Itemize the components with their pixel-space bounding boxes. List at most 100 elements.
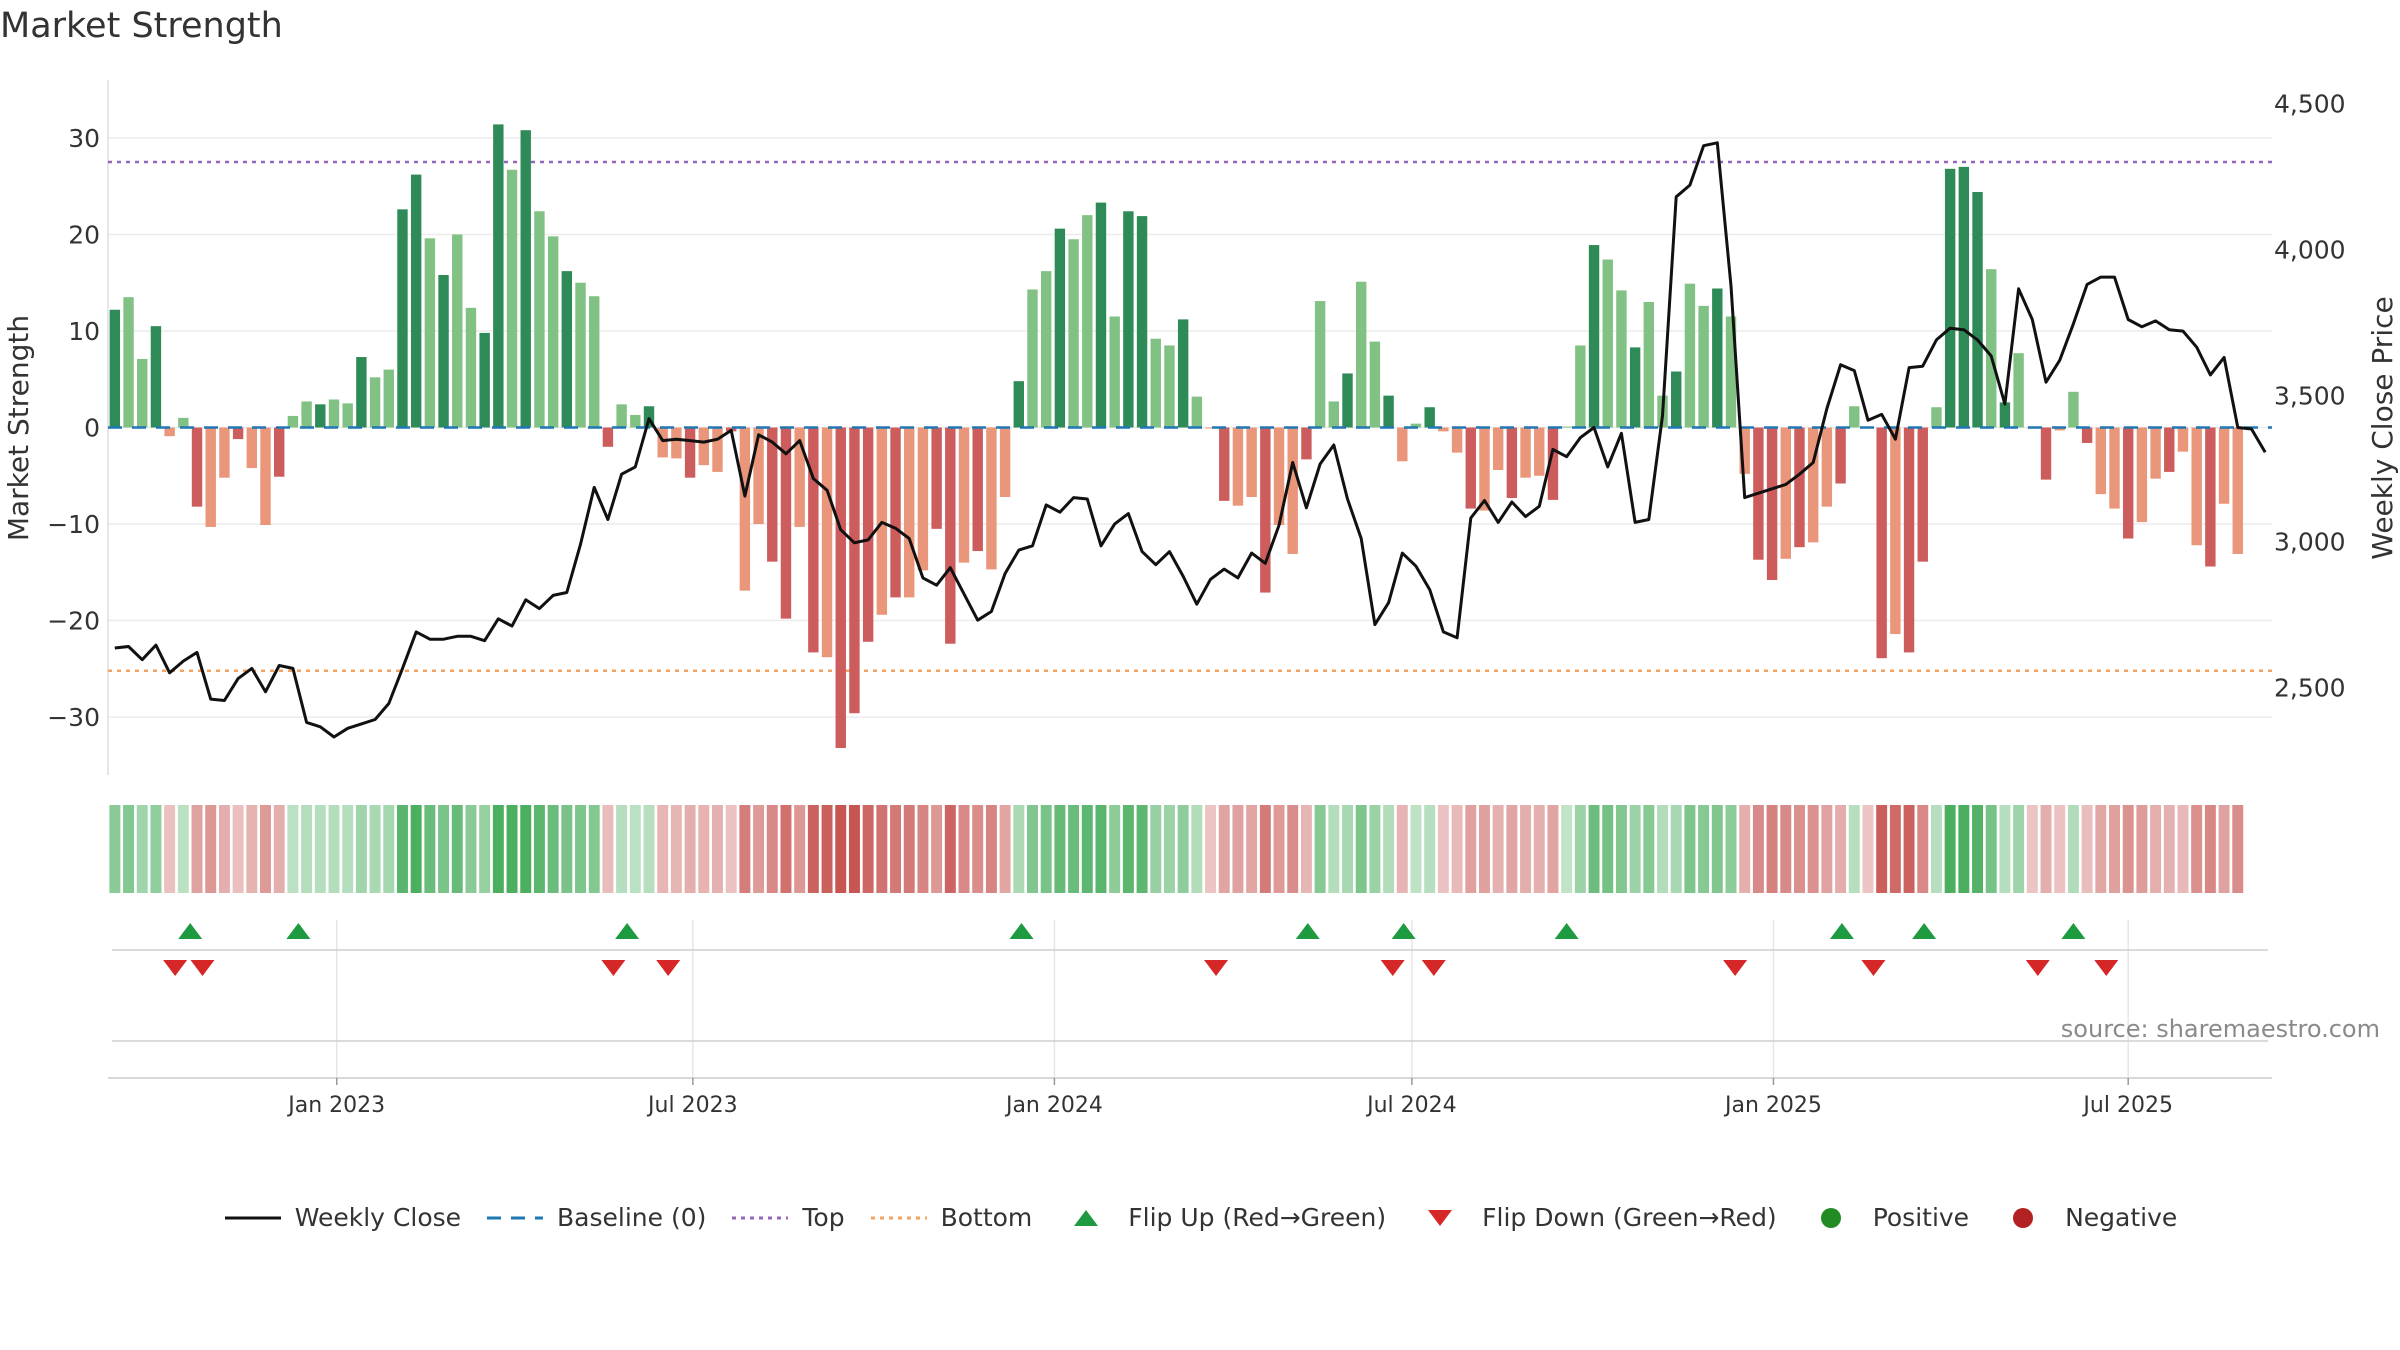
legend-item-positive[interactable]: Positive bbox=[1801, 1203, 1969, 1232]
strip-cell bbox=[410, 805, 422, 893]
y2-tick-label: 4,000 bbox=[2274, 235, 2346, 264]
strip-cell bbox=[1109, 805, 1121, 893]
strength-bar bbox=[1849, 406, 1860, 428]
strip-cell bbox=[1451, 805, 1463, 893]
strength-bar bbox=[2232, 427, 2243, 554]
flip-down-marker bbox=[1861, 960, 1886, 976]
strength-bar bbox=[643, 406, 655, 428]
strength-heat-strip bbox=[109, 805, 2244, 893]
strength-bar bbox=[1205, 427, 1216, 429]
strip-cell bbox=[1520, 805, 1532, 893]
triangle-down-icon bbox=[1428, 1209, 1453, 1226]
strip-cell bbox=[1958, 805, 1970, 893]
strip-cell bbox=[1478, 805, 1490, 893]
strip-cell bbox=[657, 805, 669, 893]
strength-bar bbox=[1479, 427, 1490, 511]
strip-cell bbox=[1383, 805, 1395, 893]
strength-bar bbox=[1219, 427, 1230, 501]
strength-bar bbox=[534, 211, 545, 428]
strip-cell bbox=[260, 805, 271, 893]
legend-item-negative[interactable]: Negative bbox=[1993, 1203, 2177, 1232]
strip-cell bbox=[2204, 805, 2216, 893]
strength-bar bbox=[767, 427, 778, 562]
strength-bar bbox=[1780, 427, 1791, 559]
strength-bar bbox=[109, 309, 121, 428]
legend-item-bottom[interactable]: Bottom bbox=[869, 1203, 1032, 1232]
x-tick-label: Jan 2024 bbox=[1004, 1093, 1103, 1118]
legend-label: Weekly Close bbox=[294, 1203, 462, 1232]
strip-cell bbox=[1972, 805, 1984, 893]
strength-bar bbox=[2177, 427, 2189, 452]
strip-cell bbox=[2026, 805, 2038, 893]
strength-bar bbox=[1246, 427, 1257, 497]
strength-bar bbox=[383, 369, 394, 428]
strip-cell bbox=[314, 805, 326, 893]
legend-label: Flip Up (Red→Green) bbox=[1128, 1203, 1387, 1232]
strip-cell bbox=[451, 805, 463, 893]
strength-bar bbox=[1465, 427, 1476, 509]
strength-bar bbox=[684, 427, 696, 478]
strip-cell bbox=[218, 805, 230, 893]
strength-bar bbox=[1671, 371, 1682, 428]
strip-cell bbox=[1698, 805, 1710, 893]
strip-cell bbox=[1177, 805, 1189, 893]
legend-item-top[interactable]: Top bbox=[730, 1203, 845, 1232]
flip-up-marker bbox=[2061, 923, 2086, 939]
legend-item-flip-up[interactable]: Flip Up (Red→Green) bbox=[1056, 1203, 1386, 1232]
strength-bar bbox=[2109, 427, 2120, 509]
strip-cell bbox=[794, 805, 806, 893]
strength-bar bbox=[794, 427, 805, 527]
strength-bar bbox=[369, 377, 381, 428]
y-tick-label: −20 bbox=[47, 607, 100, 636]
strip-cell bbox=[2122, 805, 2134, 893]
strength-bar bbox=[465, 307, 477, 428]
strength-bar bbox=[452, 234, 463, 428]
triangle-up-icon bbox=[1074, 1209, 1099, 1226]
strength-bar bbox=[123, 297, 134, 428]
strength-bar bbox=[1040, 271, 1052, 428]
strength-bar bbox=[1082, 215, 1093, 428]
strength-bar bbox=[547, 236, 559, 428]
strength-bar bbox=[1602, 259, 1613, 428]
strength-bar bbox=[191, 427, 203, 507]
strip-cell bbox=[1068, 805, 1080, 893]
strength-bar bbox=[1547, 427, 1559, 500]
strength-bar bbox=[2054, 427, 2065, 431]
flip-down-marker bbox=[163, 960, 188, 976]
strip-cell bbox=[903, 805, 915, 893]
strip-cell bbox=[1629, 805, 1641, 893]
strip-cell bbox=[547, 805, 559, 893]
strip-cell bbox=[1506, 805, 1518, 893]
x-tick-label: Jan 2025 bbox=[1723, 1093, 1822, 1118]
strength-bar bbox=[520, 130, 531, 428]
strength-bar bbox=[1177, 319, 1189, 428]
strip-cell bbox=[698, 805, 710, 893]
line-dotted-icon bbox=[870, 1216, 927, 1219]
legend-item-weekly-close[interactable]: Weekly Close bbox=[223, 1203, 461, 1232]
strip-cell bbox=[533, 805, 545, 893]
strip-cell bbox=[1465, 805, 1477, 893]
y-tick-label: 10 bbox=[68, 317, 100, 346]
strip-cell bbox=[1314, 805, 1326, 893]
strength-bar bbox=[410, 174, 422, 428]
strip-cell bbox=[1533, 805, 1545, 893]
strength-bar bbox=[1876, 427, 1887, 659]
strip-cell bbox=[2136, 805, 2148, 893]
strip-cell bbox=[205, 805, 217, 893]
strength-bar bbox=[904, 427, 915, 598]
strip-cell bbox=[684, 805, 696, 893]
strength-bar bbox=[479, 332, 490, 428]
y-tick-label: −10 bbox=[47, 510, 100, 539]
strength-bar bbox=[1027, 289, 1038, 428]
strip-cell bbox=[1917, 805, 1929, 893]
strip-cell bbox=[369, 805, 381, 893]
strength-bar bbox=[1095, 202, 1107, 428]
strip-cell bbox=[1807, 805, 1819, 893]
strip-cell bbox=[164, 805, 176, 893]
legend-item-flip-down[interactable]: Flip Down (Green→Red) bbox=[1410, 1203, 1777, 1232]
strip-cell bbox=[301, 805, 313, 893]
legend-item-baseline[interactable]: Baseline (0) bbox=[485, 1203, 706, 1232]
strip-cell bbox=[1711, 805, 1723, 893]
y2-axis-label: Weekly Close Price bbox=[2366, 296, 2399, 559]
strip-cell bbox=[616, 805, 628, 893]
